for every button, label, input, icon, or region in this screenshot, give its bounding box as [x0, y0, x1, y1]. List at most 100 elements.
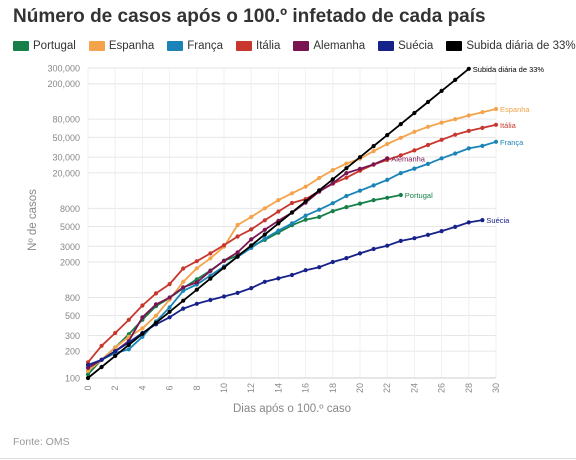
data-point [289, 200, 295, 206]
legend-label: Itália [256, 40, 281, 52]
data-point [385, 156, 390, 161]
data-point [303, 213, 308, 218]
series-end-label: Suécia [486, 216, 510, 225]
data-point [439, 88, 444, 93]
data-point [221, 243, 227, 248]
x-tick-label: 16 [301, 383, 311, 393]
legend-item-subida-diaria-de-33: Subida diária de 33% [446, 40, 576, 52]
series-line [87, 140, 497, 369]
chart-title: Número de casos após o 100.º infetado de… [13, 6, 486, 27]
x-tick-label: 0 [83, 385, 93, 390]
data-point [412, 129, 417, 134]
data-point [425, 161, 431, 166]
data-point [249, 237, 254, 242]
source-note: Fonte: OMS [13, 436, 70, 448]
data-point [357, 201, 363, 206]
data-point [113, 330, 118, 336]
data-point [425, 142, 431, 148]
legend-swatch [88, 41, 105, 51]
data-point [493, 106, 499, 112]
data-point [398, 153, 403, 158]
legend-swatch [446, 41, 463, 51]
chart-legend: Portugal Espanha França Itália Alemanha Suéci… [13, 38, 576, 54]
x-tick-label: 2 [110, 385, 120, 390]
legend-label: Subida diária de 33% [466, 40, 576, 52]
data-point [357, 188, 363, 193]
y-tick-label: 500 [65, 311, 80, 321]
data-point [167, 295, 172, 300]
data-point [85, 368, 91, 373]
y-tick-label: 8000 [60, 204, 80, 214]
y-axis: 100 200 300 500 800 2000 3000 5000 8000 20,000 30,… [47, 64, 80, 384]
data-point [208, 276, 213, 281]
data-point [262, 236, 267, 241]
data-point [330, 181, 335, 186]
data-point [235, 254, 240, 259]
data-point [412, 110, 417, 116]
data-point [262, 279, 267, 284]
data-point [113, 345, 118, 350]
data-point [235, 222, 240, 228]
y-tick-label: 200 [65, 347, 80, 357]
data-point [181, 298, 186, 303]
data-point [235, 234, 240, 239]
data-point [480, 218, 485, 223]
data-point [221, 258, 227, 263]
data-point [181, 288, 186, 293]
data-point [330, 201, 335, 206]
data-point [493, 122, 499, 127]
data-point [344, 193, 349, 199]
data-point [317, 207, 322, 212]
data-point [276, 276, 281, 281]
data-point [289, 221, 295, 226]
legend-label: Portugal [33, 40, 76, 52]
data-point [194, 266, 199, 271]
data-point [276, 221, 281, 226]
x-tick-label: 14 [273, 383, 283, 393]
data-point [317, 175, 322, 181]
series-end-label: França [500, 138, 524, 147]
data-point [398, 135, 403, 140]
data-point [425, 232, 431, 237]
data-point [194, 280, 199, 285]
data-point [439, 229, 444, 234]
legend-item-portugal: Portugal [13, 40, 76, 52]
data-point [113, 353, 118, 358]
data-point [126, 347, 131, 352]
data-point [167, 309, 172, 314]
series-line [87, 108, 497, 372]
data-point [385, 243, 390, 248]
data-point [453, 224, 458, 229]
data-point [181, 306, 186, 311]
x-axis: 0 2 4 6 8 10 12 14 16 18 20 22 24 26 28 30 [83, 377, 501, 393]
data-point [194, 287, 199, 292]
data-point [466, 128, 471, 133]
data-point [289, 272, 295, 278]
series-subida-diaria-de-33: Subida diária de 33% [85, 65, 544, 381]
data-point [221, 294, 227, 299]
data-point [412, 148, 417, 153]
data-point [208, 251, 213, 256]
grid-lines [87, 67, 497, 379]
data-point [317, 188, 322, 193]
data-point [371, 162, 376, 167]
data-point [208, 297, 213, 303]
legend-swatch [167, 41, 184, 51]
data-point [167, 305, 172, 310]
data-point [439, 137, 444, 142]
data-point [303, 184, 308, 189]
data-point [385, 195, 390, 200]
y-axis-label: Nº de casos [27, 189, 39, 251]
data-point [85, 362, 91, 368]
data-point [113, 349, 118, 354]
x-tick-label: 28 [464, 383, 474, 393]
data-point [344, 161, 349, 166]
data-point [303, 217, 308, 222]
data-point [357, 155, 363, 160]
data-point [371, 246, 376, 252]
data-point [453, 132, 458, 137]
data-point [194, 259, 199, 264]
data-point [385, 177, 390, 182]
data-point [221, 265, 227, 270]
data-point [208, 273, 213, 278]
